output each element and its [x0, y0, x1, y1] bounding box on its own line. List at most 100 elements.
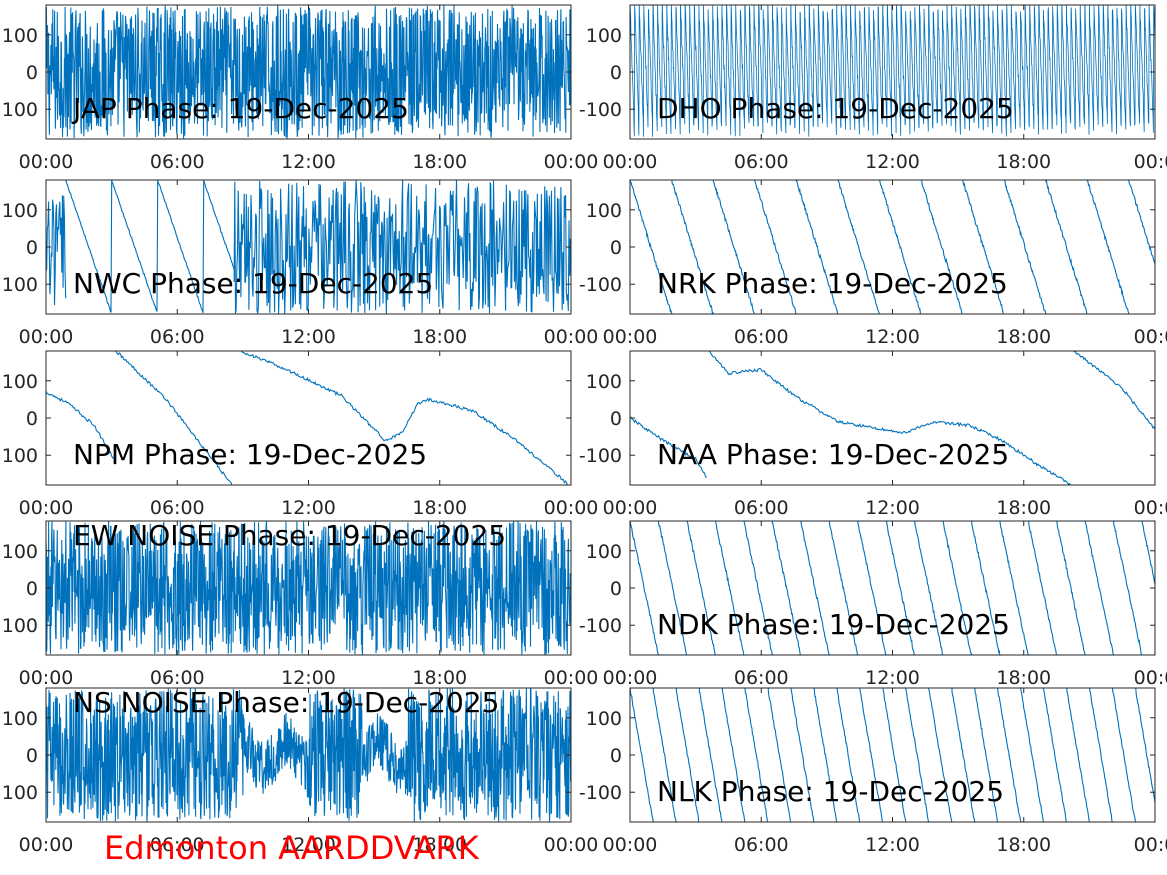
series-line-nrk-12 [1128, 180, 1155, 265]
panel-ns-noise: 100 0 100 00:00 06:00 12:00 18:00 00:00 NS NOISE… [2, 686, 599, 856]
series-line-ndk-16 [1084, 521, 1115, 655]
panel-title-npm: NPM Phase: 19-Dec-2025 [73, 438, 427, 471]
xtick-label: 06:00 [150, 326, 205, 348]
ytick-label: 0 [610, 62, 622, 84]
xtick-label: 12:00 [865, 667, 920, 689]
series-line-nrk-1 [671, 180, 714, 314]
xtick-label: 18:00 [996, 834, 1051, 856]
xtick-label: 12:00 [865, 326, 920, 348]
panel-nwc: 100 0 100 00:00 06:00 12:00 18:00 00:00 NWC Phas… [2, 179, 599, 348]
series-line-ndk-6 [800, 521, 830, 655]
ytick-label: 100 [2, 200, 38, 222]
xtick-label: 06:00 [734, 667, 789, 689]
ytick-label: 100 [586, 541, 622, 563]
series-line-nlk-20 [1089, 688, 1113, 822]
ytick-label: 0 [610, 237, 622, 259]
series-line-nlk-12 [905, 688, 930, 822]
xtick-label: 18:00 [996, 326, 1051, 348]
xtick-label: 12:00 [865, 834, 920, 856]
series-line-nlk-2 [675, 688, 700, 822]
ytick-label: -100 [579, 782, 622, 804]
ytick-label: 100 [2, 274, 38, 296]
xtick-label: 06:00 [734, 497, 789, 519]
xtick-label: 18:00 [412, 667, 467, 689]
ytick-label: 0 [610, 745, 622, 767]
xtick-label: 00:00 [603, 326, 658, 348]
ytick-label: -100 [579, 615, 622, 637]
series-line-ndk-14 [1027, 521, 1058, 655]
xtick-label: 18:00 [412, 326, 467, 348]
series-line-nlk-22 [1135, 688, 1155, 803]
xtick-label: 00:0 [1134, 326, 1167, 348]
series-line-nrk-8 [961, 180, 1005, 314]
ytick-label: 100 [586, 708, 622, 730]
series-line-ndk-15 [1056, 521, 1086, 655]
xtick-label: 06:00 [734, 834, 789, 856]
series-line-dho-0 [630, 5, 1155, 137]
series-line-ndk-18 [1141, 521, 1155, 585]
series-line-nrk-3 [754, 180, 797, 314]
panel-npm: 100 0 100 00:00 06:00 12:00 18:00 00:00 NPM Phas… [2, 350, 598, 519]
xtick-label: 00:00 [19, 326, 74, 348]
ytick-label: 100 [2, 25, 38, 47]
panel-title-nlk: NLK Phase: 19-Dec-2025 [657, 775, 1004, 808]
xtick-label: 06:00 [150, 834, 205, 856]
series-line-nlk-8 [813, 688, 838, 822]
panel-title-jap: JAP Phase: 19-Dec-2025 [71, 92, 409, 125]
panel-ndk: 100 0 -100 00:00 06:00 12:00 18:00 00:0 NDK Phas… [579, 520, 1167, 689]
series-line-nlk-14 [951, 688, 976, 822]
ytick-label: 0 [26, 408, 38, 430]
panel-title-dho: DHO Phase: 19-Dec-2025 [657, 92, 1014, 125]
series-line-nrk-6 [879, 180, 922, 314]
series-line-nrk-10 [1045, 180, 1088, 314]
series-line-ndk-1 [658, 521, 688, 655]
series-line-nlk-18 [1043, 688, 1067, 822]
xtick-label: 00:00 [544, 326, 599, 348]
xtick-label: 00:0 [1134, 151, 1167, 173]
xtick-label: 18:00 [996, 151, 1051, 173]
series-line-nrk-4 [795, 180, 839, 314]
xtick-label: 00:00 [603, 497, 658, 519]
ytick-label: 100 [2, 708, 38, 730]
xtick-label: 12:00 [281, 326, 336, 348]
series-line-nlk-9 [836, 688, 861, 822]
series-line-nlk-16 [996, 688, 1022, 822]
series-line-nlk-4 [721, 688, 746, 822]
panel-title-nrk: NRK Phase: 19-Dec-2025 [657, 267, 1008, 300]
series-line-ndk-7 [828, 521, 859, 655]
series-line-nrk-0 [630, 180, 673, 314]
xtick-label: 12:00 [281, 151, 336, 173]
series-line-nlk-10 [859, 688, 884, 822]
series-line-nlk-7 [790, 688, 815, 822]
xtick-label: 00:00 [19, 497, 74, 519]
series-line-nrk-5 [837, 180, 881, 314]
xtick-label: 06:00 [150, 151, 205, 173]
ytick-label: 100 [2, 445, 38, 467]
series-line-nlk-11 [882, 688, 907, 822]
series-line-nlk-1 [652, 688, 677, 822]
series-line-nrk-9 [1003, 180, 1047, 314]
xtick-label: 00:00 [544, 834, 599, 856]
series-line-nrk-11 [1086, 180, 1130, 314]
series-line-ndk-13 [999, 521, 1029, 655]
series-line-ns-noise-0 [46, 688, 571, 822]
ytick-label: 0 [26, 62, 38, 84]
panel-dho: 100 0 -100 00:00 06:00 12:00 18:00 00:0 DHO Phas… [579, 4, 1167, 173]
ytick-label: 100 [2, 371, 38, 393]
xtick-label: 00:00 [19, 667, 74, 689]
series-line-nlk-19 [1066, 688, 1091, 822]
series-line-nlk-3 [698, 688, 723, 822]
xtick-label: 00:00 [603, 667, 658, 689]
series-line-ndk-5 [771, 521, 802, 655]
xtick-label: 06:00 [734, 151, 789, 173]
xtick-label: 12:00 [281, 834, 336, 856]
panel-title-nwc: NWC Phase: 19-Dec-2025 [73, 267, 433, 300]
ytick-label: -100 [579, 445, 622, 467]
series-line-nlk-13 [928, 688, 953, 822]
series-line-ndk-10 [914, 521, 944, 655]
xtick-label: 00:00 [603, 151, 658, 173]
xtick-label: 12:00 [281, 497, 336, 519]
ytick-label: 100 [2, 541, 38, 563]
xtick-label: 00:0 [1134, 667, 1167, 689]
